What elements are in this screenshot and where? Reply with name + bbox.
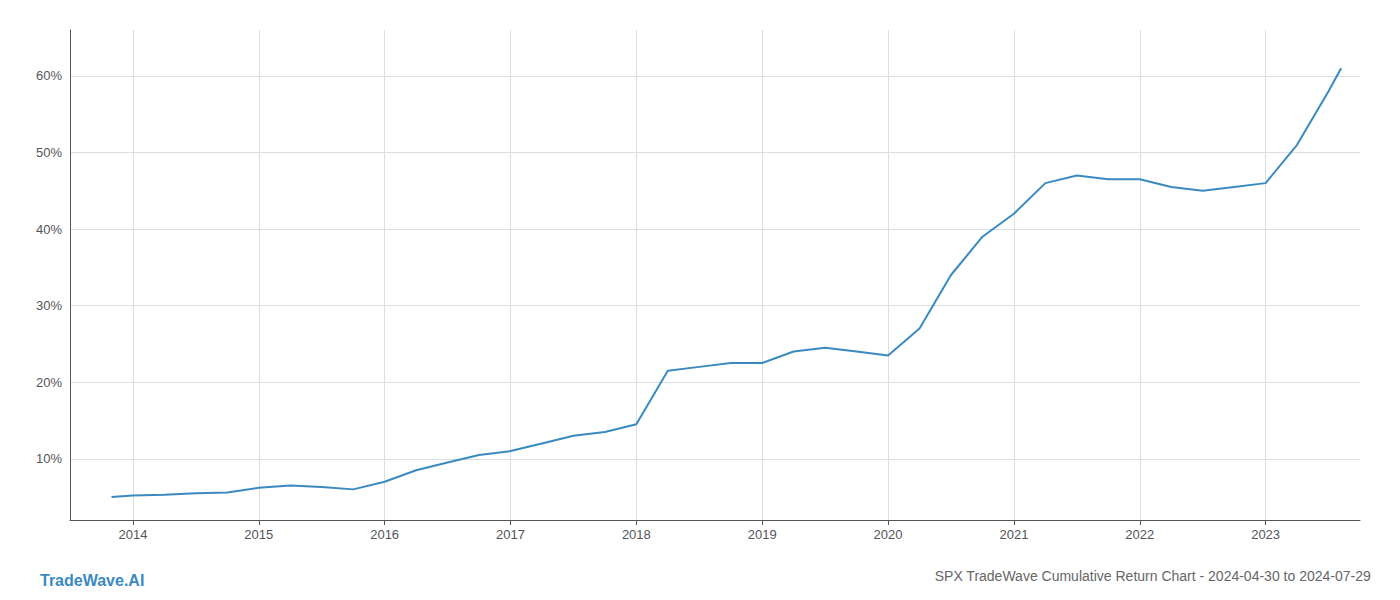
svg-text:50%: 50% [36,145,62,160]
svg-text:2022: 2022 [1125,527,1154,542]
svg-text:60%: 60% [36,68,62,83]
svg-text:2023: 2023 [1251,527,1280,542]
svg-text:2016: 2016 [370,527,399,542]
svg-text:2014: 2014 [118,527,147,542]
svg-text:10%: 10% [36,451,62,466]
svg-text:2020: 2020 [874,527,903,542]
svg-text:2019: 2019 [748,527,777,542]
svg-text:40%: 40% [36,222,62,237]
svg-text:2015: 2015 [244,527,273,542]
svg-text:20%: 20% [36,375,62,390]
svg-text:SPX TradeWave Cumulative Retur: SPX TradeWave Cumulative Return Chart - … [935,568,1371,584]
svg-text:TradeWave.AI: TradeWave.AI [40,572,144,589]
svg-text:2018: 2018 [622,527,651,542]
svg-text:2017: 2017 [496,527,525,542]
svg-text:30%: 30% [36,298,62,313]
svg-text:2021: 2021 [999,527,1028,542]
